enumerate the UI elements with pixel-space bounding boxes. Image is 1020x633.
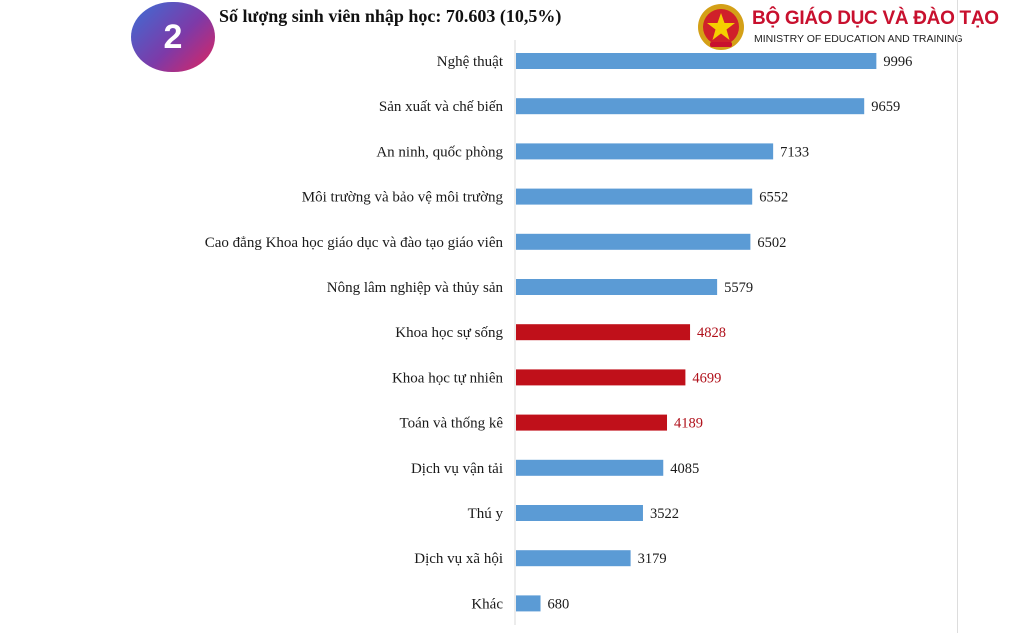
org-subtitle: MINISTRY OF EDUCATION AND TRAINING xyxy=(754,33,963,45)
section-number: 2 xyxy=(163,17,183,56)
bar xyxy=(516,188,753,205)
value-label: 680 xyxy=(548,596,570,612)
bar xyxy=(516,595,541,612)
value-label: 9659 xyxy=(871,99,900,115)
value-label: 5579 xyxy=(724,280,753,296)
category-label: Khác xyxy=(471,596,503,612)
bars-group: Nghệ thuật 9996 Sản xuất và chế biến 9659 An… xyxy=(205,53,912,612)
category-label: Khoa học tự nhiên xyxy=(392,370,504,386)
national-emblem-icon xyxy=(698,4,744,50)
value-label: 6552 xyxy=(759,190,788,206)
category-label: Khoa học sự sống xyxy=(395,325,503,341)
org-name: BỘ GIÁO DỤC VÀ ĐÀO TẠO xyxy=(752,8,999,29)
category-label: Dịch vụ xã hội xyxy=(414,551,503,567)
category-label: Toán và thống kê xyxy=(399,416,503,432)
bar xyxy=(516,550,631,567)
bar xyxy=(516,143,774,160)
category-label: Thú y xyxy=(468,506,504,522)
value-label: 4189 xyxy=(674,416,703,432)
category-label: An ninh, quốc phòng xyxy=(376,144,503,160)
bar xyxy=(516,414,668,431)
category-label: Nông lâm nghiệp và thủy sản xyxy=(327,280,504,296)
bar xyxy=(516,98,865,115)
category-label: Cao đẳng Khoa học giáo dục và đào tạo gi… xyxy=(205,235,504,251)
value-label: 4085 xyxy=(670,461,699,477)
section-number-badge: 2 xyxy=(131,2,215,72)
category-label: Nghệ thuật xyxy=(437,54,504,70)
bar xyxy=(516,233,751,250)
bar xyxy=(516,279,718,295)
value-label: 7133 xyxy=(780,144,809,160)
bar xyxy=(516,459,664,476)
category-label: Sản xuất và chế biến xyxy=(379,99,504,115)
bar xyxy=(516,369,686,386)
value-label: 9996 xyxy=(883,54,912,70)
frame-divider xyxy=(957,0,958,633)
bar xyxy=(516,53,877,69)
value-label: 6502 xyxy=(757,235,786,251)
bar xyxy=(516,505,643,521)
category-label: Dịch vụ vận tải xyxy=(411,461,503,477)
value-label: 4828 xyxy=(697,325,726,341)
chart-title: Số lượng sinh viên nhập học: 70.603 (10,… xyxy=(219,6,562,26)
value-label: 3522 xyxy=(650,506,679,522)
ministry-logo: BỘ GIÁO DỤC VÀ ĐÀO TẠO MINISTRY OF EDUCA… xyxy=(696,2,999,52)
bar xyxy=(516,324,691,341)
value-label: 4699 xyxy=(692,370,721,386)
category-label: Môi trường và bảo vệ môi trường xyxy=(302,190,504,206)
value-label: 3179 xyxy=(638,551,667,567)
